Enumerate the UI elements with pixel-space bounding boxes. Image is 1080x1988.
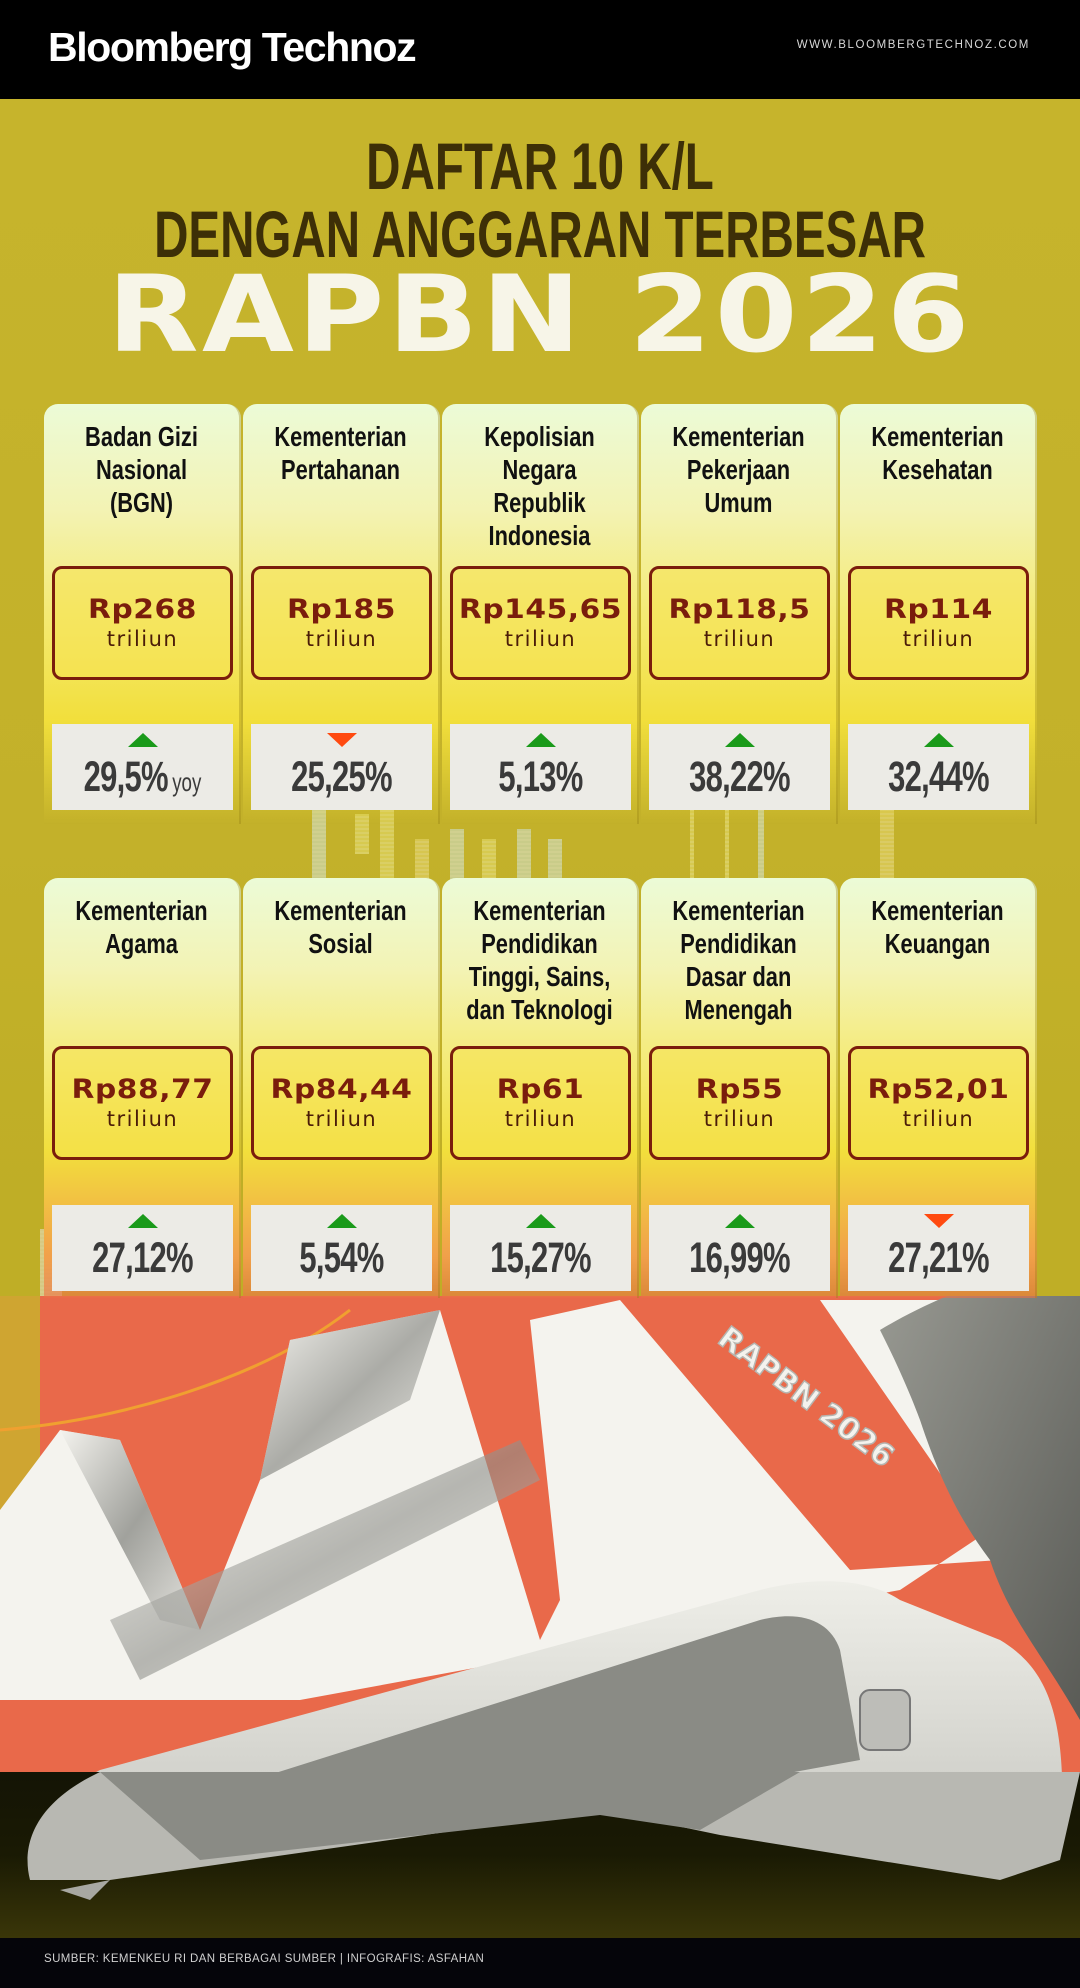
card-pertahanan: Kementerian Pertahanan Rp185 triliun 25,2…	[243, 404, 440, 824]
change-value: 5,54%	[299, 1234, 384, 1282]
card-name: Kementerian Pendidikan Dasar dan Menengah	[672, 895, 805, 1025]
arrow-up-icon	[525, 733, 556, 747]
change-box: 38,22%	[649, 724, 830, 810]
change-value: 32,44%	[888, 753, 989, 801]
site-url: WWW.BLOOMBERGTECHNOZ.COM	[796, 39, 1030, 51]
budget-unit: triliun	[902, 1107, 975, 1131]
arrow-up-icon	[525, 1214, 556, 1228]
header-bar: Bloomberg Technoz WWW.BLOOMBERGTECHNOZ.C…	[0, 0, 1080, 99]
arrow-up-icon	[724, 733, 755, 747]
budget-value: Rp88,77	[71, 1074, 214, 1105]
budget-unit: triliun	[504, 627, 577, 651]
title-line-2: DENGAN ANGGARAN TERBESAR	[154, 197, 926, 271]
arrow-up-icon	[724, 1214, 755, 1228]
change-box: 27,21%	[848, 1205, 1029, 1291]
change-box: 25,25%	[251, 724, 432, 810]
change-box: 5,13%	[450, 724, 631, 810]
change-box: 5,54%	[251, 1205, 432, 1291]
change-box: 15,27%	[450, 1205, 631, 1291]
card-kesehatan: Kementerian Kesehatan Rp114 triliun 32,44…	[840, 404, 1037, 824]
change-value: 27,12%	[92, 1234, 193, 1282]
change-box: 29,5% yoy	[52, 724, 233, 810]
footer: SUMBER: KEMENKEU RI DAN BERBAGAI SUMBER …	[0, 1938, 1080, 1988]
budget-value: Rp185	[287, 594, 396, 625]
change-value: 15,27%	[490, 1234, 591, 1282]
arrow-down-icon	[326, 733, 357, 747]
change-value: 5,13%	[498, 753, 583, 801]
change-box: 16,99%	[649, 1205, 830, 1291]
change-box: 27,12%	[52, 1205, 233, 1291]
source-credit: SUMBER: KEMENKEU RI DAN BERBAGAI SUMBER …	[44, 1953, 485, 1965]
budget-value: Rp114	[884, 594, 993, 625]
card-name: Kementerian Pendidikan Tinggi, Sains, dan T…	[466, 895, 613, 1025]
card-diktisaintek: Kementerian Pendidikan Tinggi, Sains, dan T…	[442, 878, 639, 1298]
budget-value: Rp118,5	[668, 594, 811, 625]
budget-unit: triliun	[305, 1107, 378, 1131]
budget-box: Rp118,5 triliun	[649, 566, 830, 680]
card-dikdasmen: Kementerian Pendidikan Dasar dan Menengah R…	[641, 878, 838, 1298]
budget-unit: triliun	[305, 627, 378, 651]
budget-value: Rp145,65	[458, 594, 623, 625]
change-value: 27,21%	[888, 1234, 989, 1282]
budget-box: Rp55 triliun	[649, 1046, 830, 1160]
budget-box: Rp88,77 triliun	[52, 1046, 233, 1160]
arrow-up-icon	[923, 733, 954, 747]
yoy-label: yoy	[172, 767, 202, 797]
card-name: Kementerian Pekerjaan Umum	[672, 421, 805, 518]
change-value: 16,99%	[689, 1234, 790, 1282]
budget-unit: triliun	[106, 627, 179, 651]
change-box: 32,44%	[848, 724, 1029, 810]
budget-value: Rp61	[496, 1074, 585, 1105]
card-polri: Kepolisian Negara Republik Indonesia Rp145…	[442, 404, 639, 824]
budget-box: Rp145,65 triliun	[450, 566, 631, 680]
card-keuangan: Kementerian Keuangan Rp52,01 triliun 27,2…	[840, 878, 1037, 1298]
title-line-1: DAFTAR 10 K/L	[366, 129, 714, 203]
card-bgn: Badan Gizi Nasional (BGN) Rp268 triliun 29…	[44, 404, 241, 824]
card-sosial: Kementerian Sosial Rp84,44 triliun 5,54%	[243, 878, 440, 1298]
budget-unit: triliun	[703, 627, 776, 651]
brand-logo: Bloomberg Technoz	[48, 24, 417, 70]
card-name: Kementerian Pertahanan	[274, 421, 407, 485]
budget-box: Rp84,44 triliun	[251, 1046, 432, 1160]
budget-box: Rp61 triliun	[450, 1046, 631, 1160]
budget-box: Rp268 triliun	[52, 566, 233, 680]
card-name: Kementerian Keuangan	[871, 895, 1004, 959]
change-value: 29,5% yoy	[83, 753, 202, 801]
headline: RAPBN 2026	[107, 253, 973, 376]
card-name: Kementerian Kesehatan	[871, 421, 1004, 485]
card-name: Kementerian Sosial	[274, 895, 407, 959]
budget-value: Rp268	[88, 594, 197, 625]
arrow-up-icon	[127, 1214, 158, 1228]
arrow-down-icon	[923, 1214, 954, 1228]
budget-unit: triliun	[703, 1107, 776, 1131]
change-value: 25,25%	[291, 753, 392, 801]
budget-value: Rp55	[695, 1074, 784, 1105]
budget-box: Rp114 triliun	[848, 566, 1029, 680]
budget-value: Rp84,44	[270, 1074, 413, 1105]
arrow-up-icon	[326, 1214, 357, 1228]
budget-box: Rp185 triliun	[251, 566, 432, 680]
budget-unit: triliun	[504, 1107, 577, 1131]
card-name: Kementerian Agama	[75, 895, 208, 959]
card-pu: Kementerian Pekerjaan Umum Rp118,5 triliun…	[641, 404, 838, 824]
arrow-up-icon	[127, 733, 158, 747]
budget-unit: triliun	[902, 627, 975, 651]
card-agama: Kementerian Agama Rp88,77 triliun 27,12%	[44, 878, 241, 1298]
budget-value: Rp52,01	[867, 1074, 1010, 1105]
budget-box: Rp52,01 triliun	[848, 1046, 1029, 1160]
card-name: Kepolisian Negara Republik Indonesia	[484, 421, 595, 551]
budget-unit: triliun	[106, 1107, 179, 1131]
change-value: 38,22%	[689, 753, 790, 801]
card-name: Badan Gizi Nasional (BGN)	[85, 421, 198, 518]
